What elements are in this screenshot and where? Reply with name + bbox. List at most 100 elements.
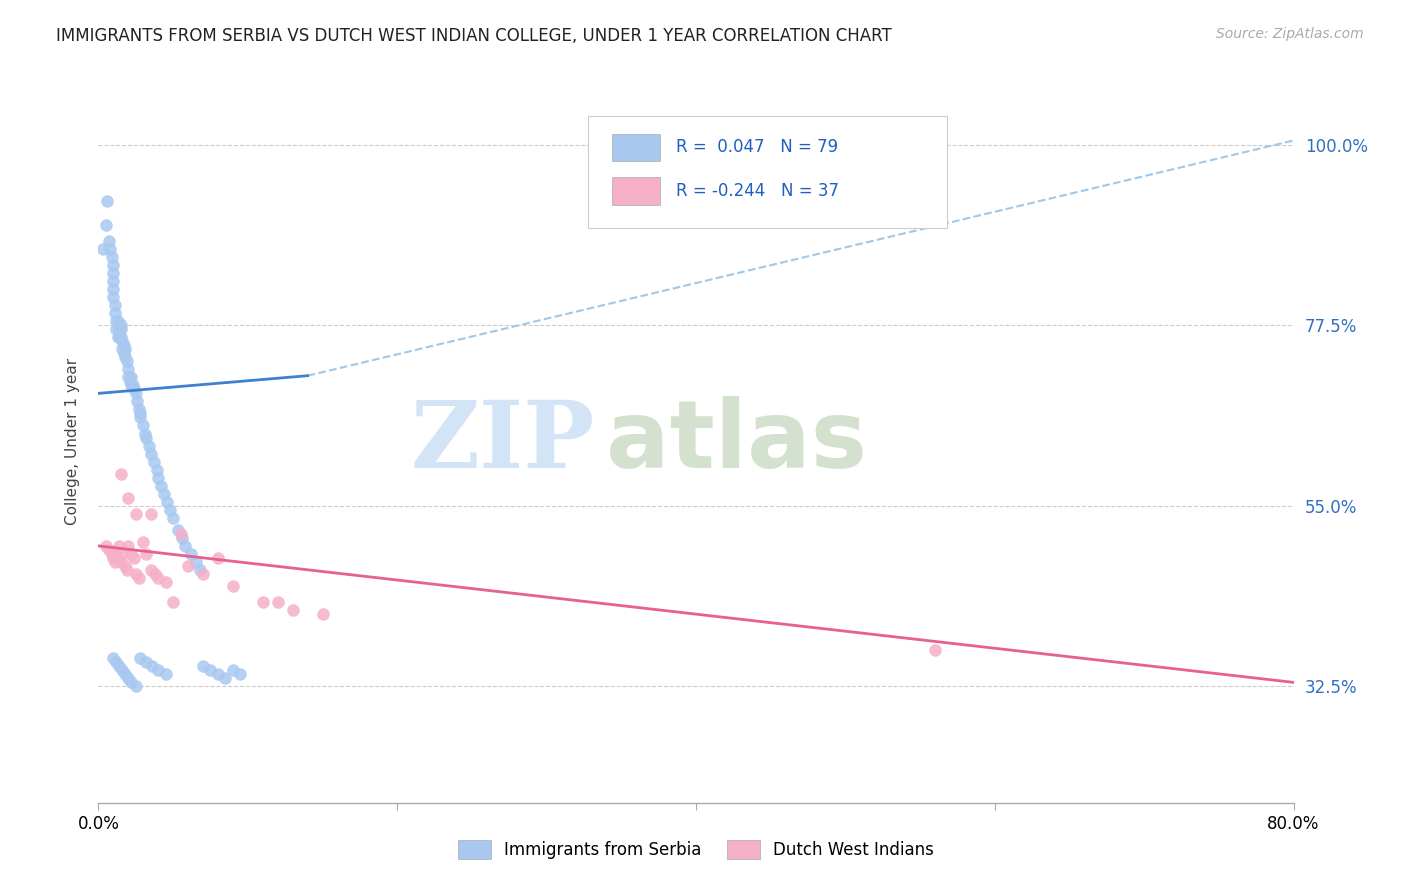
Legend: Immigrants from Serbia, Dutch West Indians: Immigrants from Serbia, Dutch West India… xyxy=(458,840,934,860)
Point xyxy=(135,547,157,561)
Point xyxy=(112,346,135,360)
Point xyxy=(117,491,139,505)
Point xyxy=(114,350,136,364)
Point xyxy=(129,410,152,425)
Point xyxy=(222,664,245,678)
Point xyxy=(281,603,304,617)
Point xyxy=(120,675,142,690)
Point xyxy=(107,330,129,344)
Point xyxy=(107,314,129,328)
Point xyxy=(124,551,146,566)
Point xyxy=(145,463,167,477)
Point xyxy=(222,579,245,593)
Point xyxy=(156,494,179,508)
Point xyxy=(118,375,141,389)
Point xyxy=(135,655,157,669)
Point xyxy=(105,547,128,561)
Point xyxy=(129,407,152,421)
Point xyxy=(207,667,229,681)
Text: IMMIGRANTS FROM SERBIA VS DUTCH WEST INDIAN COLLEGE, UNDER 1 YEAR CORRELATION CH: IMMIGRANTS FROM SERBIA VS DUTCH WEST IND… xyxy=(56,27,891,45)
Point xyxy=(108,330,131,344)
Text: Source: ZipAtlas.com: Source: ZipAtlas.com xyxy=(1216,27,1364,41)
Point xyxy=(114,667,136,681)
Point xyxy=(94,539,117,553)
Point xyxy=(200,664,222,678)
Point xyxy=(148,664,170,678)
Point xyxy=(124,383,146,397)
Point xyxy=(103,651,125,665)
Point xyxy=(155,667,177,681)
Point xyxy=(97,542,120,557)
Point xyxy=(117,539,139,553)
Point xyxy=(148,571,170,585)
Point xyxy=(172,531,194,545)
Point xyxy=(115,354,138,368)
Point xyxy=(108,539,131,553)
Point xyxy=(148,471,170,485)
Point xyxy=(128,571,150,585)
Point xyxy=(105,314,128,328)
Point xyxy=(117,362,139,376)
Point xyxy=(169,526,191,541)
Point xyxy=(125,680,148,694)
Point xyxy=(111,547,134,561)
Point xyxy=(104,555,127,569)
Point xyxy=(180,547,202,561)
Point xyxy=(103,290,125,304)
Point xyxy=(139,507,162,521)
Point xyxy=(105,322,128,336)
Text: R =  0.047   N = 79: R = 0.047 N = 79 xyxy=(676,138,838,156)
Point xyxy=(110,330,132,344)
Point xyxy=(108,659,131,673)
Point xyxy=(252,595,274,609)
Bar xyxy=(613,134,661,161)
Point xyxy=(120,547,142,561)
Point xyxy=(191,567,214,582)
Point xyxy=(143,567,166,582)
Point xyxy=(188,563,211,577)
Point xyxy=(101,250,124,264)
Text: R = -0.244   N = 37: R = -0.244 N = 37 xyxy=(676,182,838,200)
Point xyxy=(96,194,118,208)
Point xyxy=(191,659,214,673)
Point xyxy=(267,595,290,609)
Point xyxy=(115,563,138,577)
Point xyxy=(94,218,117,232)
Point xyxy=(104,298,127,312)
Point xyxy=(110,322,132,336)
Point xyxy=(103,266,125,280)
Point xyxy=(129,651,152,665)
Point xyxy=(104,306,127,320)
Text: ZIP: ZIP xyxy=(411,397,595,486)
Point xyxy=(91,242,114,256)
Point xyxy=(159,503,181,517)
Point xyxy=(128,402,150,417)
Point xyxy=(121,378,143,392)
Point xyxy=(117,370,139,384)
Point xyxy=(153,487,176,501)
Point xyxy=(135,431,157,445)
Point xyxy=(98,242,122,256)
Point xyxy=(162,595,184,609)
Point xyxy=(111,334,134,349)
Point xyxy=(139,447,162,461)
Point xyxy=(139,563,162,577)
Point xyxy=(101,547,124,561)
Point xyxy=(141,659,163,673)
Bar xyxy=(613,178,661,204)
Point xyxy=(120,378,142,392)
Point xyxy=(134,426,156,441)
Point xyxy=(177,558,200,574)
Point xyxy=(155,575,177,590)
FancyBboxPatch shape xyxy=(589,117,948,228)
Point xyxy=(166,523,188,537)
Point xyxy=(142,455,165,469)
Point xyxy=(112,338,135,352)
Point xyxy=(120,370,142,384)
Point xyxy=(114,558,136,574)
Point xyxy=(229,667,252,681)
Point xyxy=(110,467,132,481)
Point xyxy=(103,282,125,296)
Point xyxy=(184,555,207,569)
Point xyxy=(125,507,148,521)
